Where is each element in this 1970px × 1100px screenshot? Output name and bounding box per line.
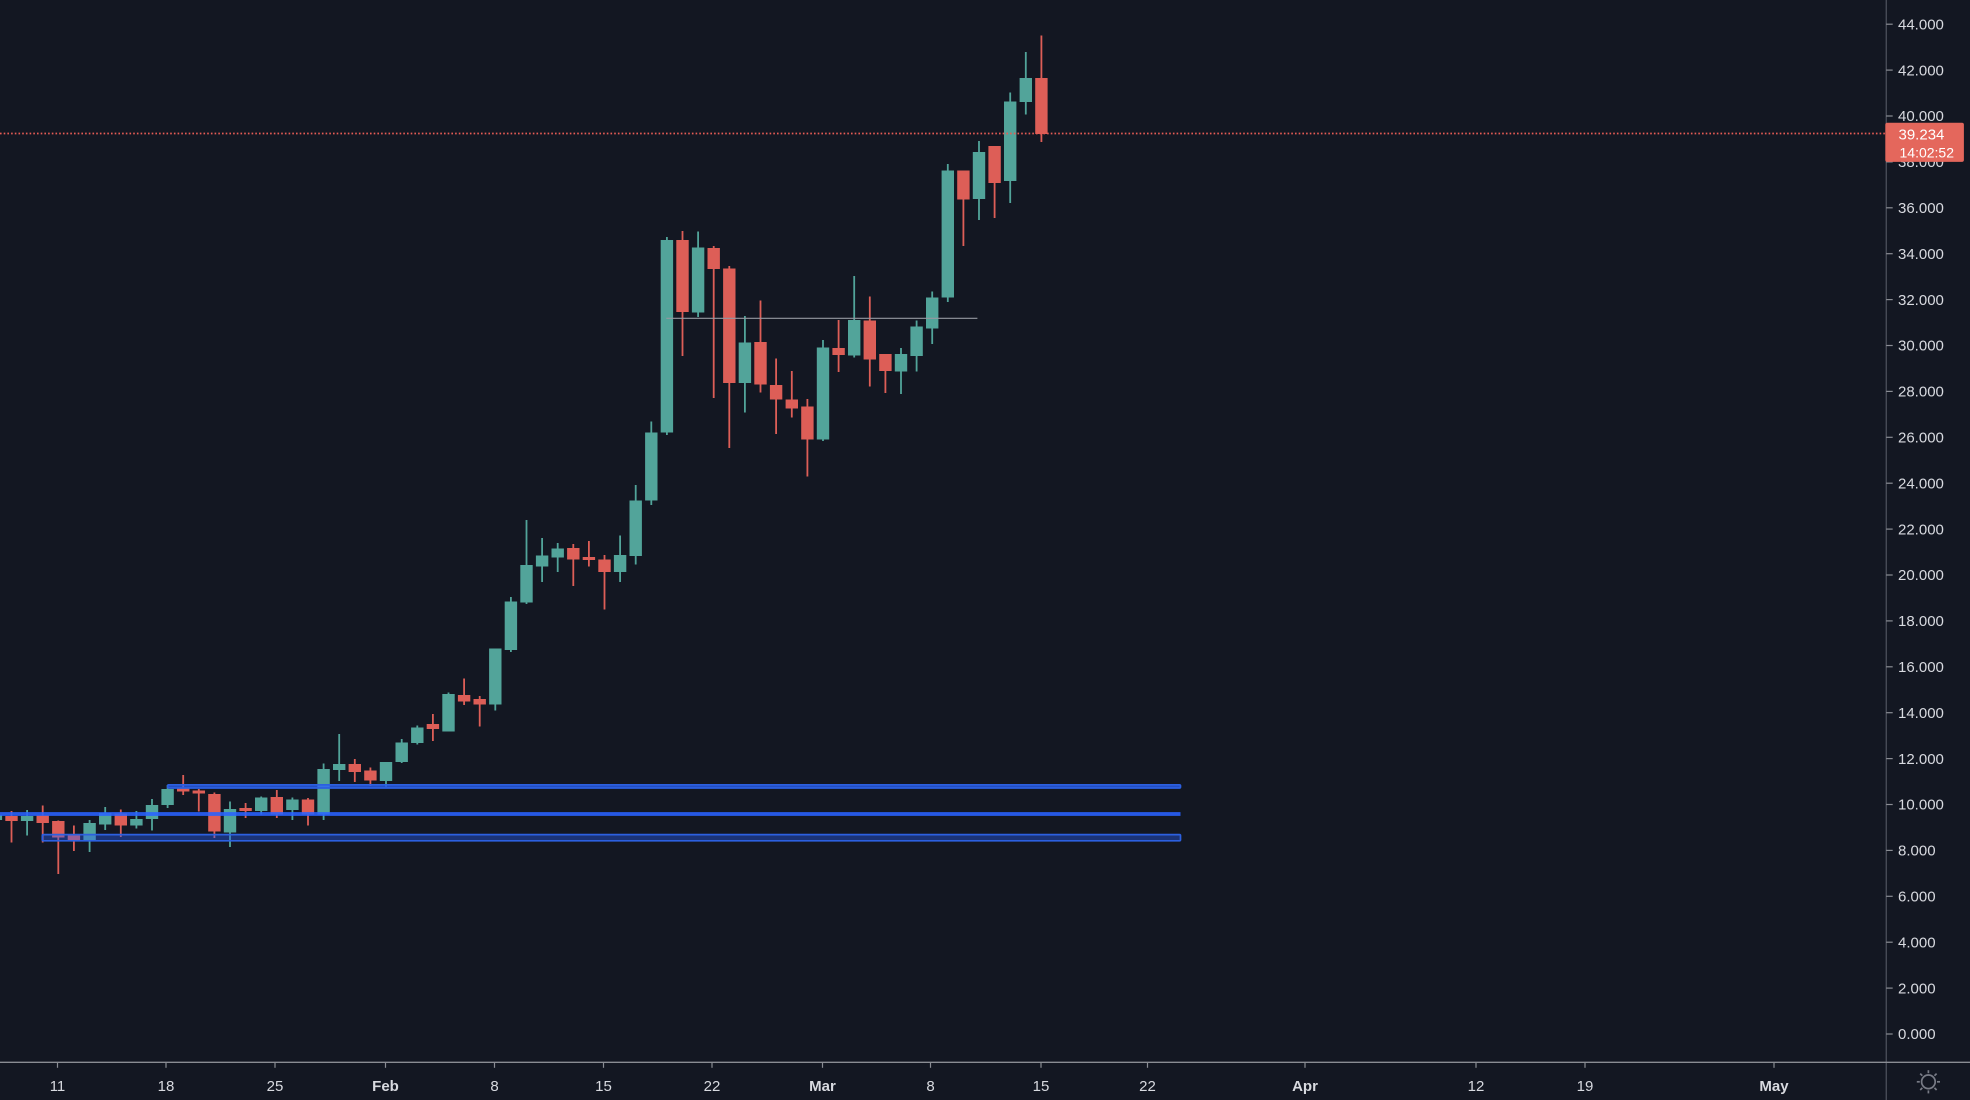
svg-text:25: 25 (267, 1078, 284, 1095)
svg-text:24.000: 24.000 (1898, 475, 1944, 492)
svg-text:May: May (1759, 1078, 1789, 1095)
svg-text:28.000: 28.000 (1898, 384, 1944, 401)
svg-text:36.000: 36.000 (1898, 200, 1944, 217)
svg-text:Mar: Mar (809, 1078, 836, 1095)
svg-text:12.000: 12.000 (1898, 751, 1944, 768)
svg-text:16.000: 16.000 (1898, 659, 1944, 676)
svg-text:44.000: 44.000 (1898, 16, 1944, 33)
svg-text:4.000: 4.000 (1898, 934, 1936, 951)
svg-text:0.000: 0.000 (1898, 1026, 1936, 1043)
svg-text:11: 11 (50, 1078, 66, 1095)
svg-text:39.234: 39.234 (1899, 127, 1945, 144)
svg-text:8.000: 8.000 (1898, 843, 1936, 860)
svg-text:12: 12 (1468, 1078, 1485, 1095)
svg-text:34.000: 34.000 (1898, 246, 1944, 263)
svg-text:22: 22 (1139, 1078, 1156, 1095)
svg-text:15: 15 (595, 1078, 612, 1095)
svg-text:Apr: Apr (1292, 1078, 1318, 1095)
svg-text:14.000: 14.000 (1898, 705, 1944, 722)
svg-text:8: 8 (926, 1078, 934, 1095)
svg-text:32.000: 32.000 (1898, 292, 1944, 309)
svg-text:2.000: 2.000 (1898, 980, 1936, 997)
svg-text:14:02:52: 14:02:52 (1900, 144, 1955, 160)
svg-text:30.000: 30.000 (1898, 338, 1944, 355)
svg-text:15: 15 (1033, 1078, 1050, 1095)
svg-text:8: 8 (490, 1078, 498, 1095)
svg-text:22: 22 (704, 1078, 721, 1095)
svg-text:6.000: 6.000 (1898, 889, 1936, 906)
svg-text:26.000: 26.000 (1898, 430, 1944, 447)
svg-text:10.000: 10.000 (1898, 797, 1944, 814)
svg-text:22.000: 22.000 (1898, 521, 1944, 538)
svg-text:18.000: 18.000 (1898, 613, 1944, 630)
svg-text:19: 19 (1577, 1078, 1594, 1095)
svg-text:42.000: 42.000 (1898, 62, 1944, 79)
svg-text:20.000: 20.000 (1898, 567, 1944, 584)
svg-text:Feb: Feb (372, 1078, 399, 1095)
svg-text:40.000: 40.000 (1898, 108, 1944, 125)
svg-text:18: 18 (158, 1078, 175, 1095)
